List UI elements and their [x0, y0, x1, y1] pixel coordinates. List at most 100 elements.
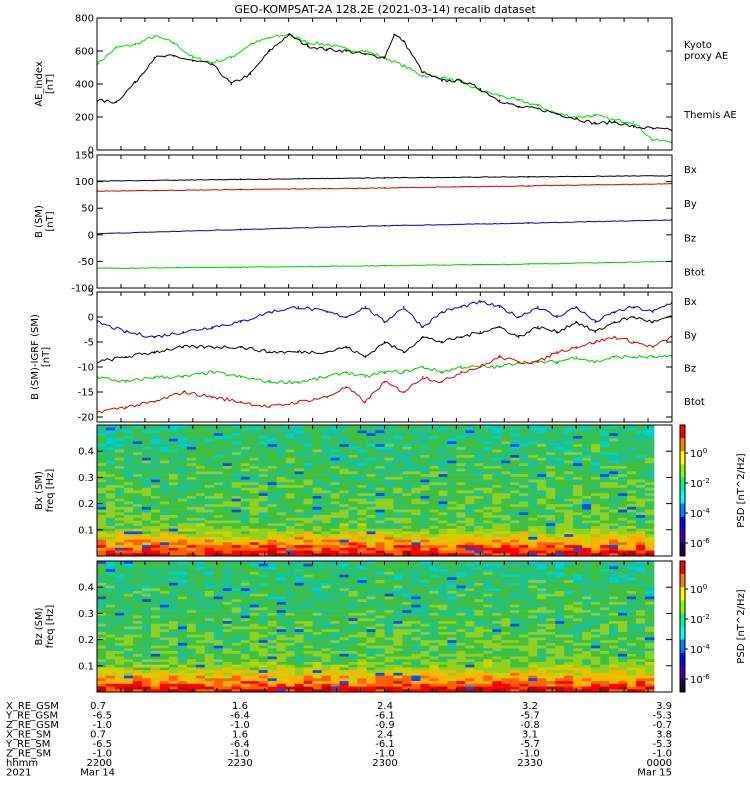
- data-point: [326, 376, 328, 378]
- data-point: [536, 326, 539, 328]
- data-point: [498, 356, 501, 358]
- legend-label: Themis AE: [683, 110, 737, 121]
- y-tick-label: 150: [75, 151, 94, 162]
- series-line-kyoto: [97, 33, 672, 144]
- y-tick-label: 0.1: [78, 525, 94, 536]
- data-point: [239, 401, 242, 403]
- data-point: [632, 316, 635, 318]
- data-point: [594, 331, 597, 333]
- data-point: [651, 356, 654, 358]
- y-tick-label: 100: [75, 177, 94, 188]
- data-point: [460, 366, 463, 368]
- legend-label: Bx: [684, 165, 697, 176]
- colorbar: 100 10-2 10-4 10-6 PSD [nT^2/Hz]: [679, 560, 747, 693]
- data-point: [115, 101, 118, 104]
- data-point: [383, 264, 386, 267]
- data-point: [594, 341, 597, 343]
- data-point: [345, 371, 348, 373]
- data-point: [527, 175, 530, 178]
- ephemeris-row-label: 2021: [6, 768, 31, 779]
- ephemeris-value: 0000: [647, 758, 672, 769]
- y-tick-label: -10: [78, 363, 94, 374]
- data-point: [297, 306, 300, 308]
- data-point: [421, 366, 424, 368]
- colorbar: 100 10-2 10-4 10-6 PSD [nT^2/Hz]: [679, 424, 747, 557]
- y-tick-label: 5: [88, 288, 94, 299]
- ephemeris-row-label: hhmm: [6, 758, 38, 769]
- ephemeris-value: 1.6: [232, 701, 248, 712]
- data-point: [632, 126, 635, 128]
- data-point: [230, 83, 233, 85]
- data-point: [613, 321, 616, 323]
- data-point: [498, 326, 501, 328]
- data-point: [594, 114, 597, 117]
- data-point: [182, 331, 185, 333]
- data-point: [153, 401, 156, 403]
- ephemeris-row-label: X_RE_GSM: [6, 701, 59, 712]
- y-axis-label: AE_index[nT]: [34, 61, 56, 107]
- ephemeris-row-label: Z_RE_SM: [6, 749, 51, 760]
- data-point: [239, 321, 242, 323]
- ephemeris-row-label: Z_RE_GSM: [6, 720, 59, 731]
- data-point: [421, 74, 424, 77]
- y-tick-label: -50: [78, 257, 94, 268]
- data-point: [326, 48, 328, 51]
- colorbar-tick-label: 10-6: [690, 537, 710, 550]
- data-point: [441, 381, 443, 383]
- data-point: [383, 381, 386, 383]
- y-axis-label: Bz (SM)freq [Hz]: [34, 605, 56, 649]
- data-point: [383, 56, 386, 59]
- data-point: [306, 45, 309, 47]
- data-point: [498, 99, 501, 102]
- ephemeris-value: 2.4: [377, 701, 393, 712]
- legend-label: Bz: [684, 364, 696, 375]
- data-point: [421, 71, 424, 74]
- data-point: [441, 79, 443, 82]
- data-point: [297, 351, 300, 353]
- data-point: [383, 176, 386, 179]
- ephemeris-value: 3.1: [522, 730, 538, 741]
- y-tick-label: -100: [71, 284, 94, 295]
- ephemeris-row-label: Y_RE_GSM: [5, 711, 58, 722]
- legend-label: Btot: [684, 397, 705, 408]
- data-point: [383, 224, 386, 227]
- ephemeris-value: -6.5: [92, 711, 112, 722]
- data-point: [383, 341, 386, 343]
- series-line-bx: [97, 219, 672, 235]
- colorbar-label: PSD [nT^2/Hz]: [736, 589, 747, 663]
- ephemeris-value: -0.8: [520, 720, 540, 731]
- data-point: [441, 76, 443, 79]
- data-point: [124, 381, 127, 383]
- data-point: [651, 139, 654, 142]
- data-point: [124, 406, 127, 408]
- data-point: [153, 56, 156, 59]
- data-point: [527, 263, 530, 265]
- data-point: [613, 311, 616, 313]
- data-point: [364, 50, 367, 52]
- data-point: [402, 306, 405, 308]
- data-point: [326, 396, 328, 398]
- data-point: [421, 376, 424, 378]
- data-point: [326, 351, 328, 353]
- colorbar-tick-label: 10-6: [690, 673, 710, 686]
- panels: Kyoto proxy AE Themis AE 0 200 400 600 800 AE_in…: [30, 14, 747, 693]
- data-point: [536, 306, 539, 308]
- data-point: [536, 104, 539, 107]
- data-point: [268, 351, 271, 353]
- data-point: [211, 63, 213, 66]
- data-point: [364, 356, 367, 358]
- ephemeris-value: 3.8: [656, 730, 672, 741]
- ephemeris-value: 2300: [372, 758, 397, 769]
- plot-title: GEO-KOMPSAT-2A 128.2E (2021-03-14) recal…: [234, 3, 536, 16]
- data-point: [268, 50, 271, 52]
- y-tick-label: 50: [81, 204, 94, 215]
- data-point: [211, 371, 213, 373]
- data-point: [575, 346, 578, 348]
- y-axis-label: B (SM)-IGRF (SM)[nT]: [30, 314, 52, 400]
- legend-label: Kyoto proxy AE: [684, 40, 728, 62]
- y-tick-label: 600: [75, 47, 94, 58]
- y-tick-label: -15: [78, 388, 94, 399]
- y-tick-label: 0.2: [78, 499, 94, 510]
- data-point: [287, 33, 290, 36]
- y-tick-label: -5: [84, 338, 94, 349]
